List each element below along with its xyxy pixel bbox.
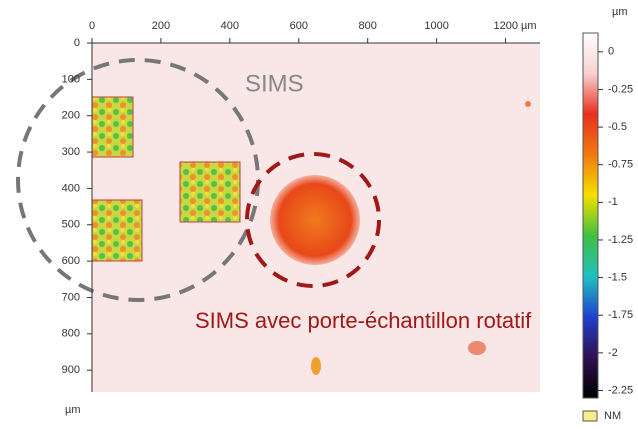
y-tick-label: 500	[62, 219, 80, 231]
x-tick-label: 0	[89, 20, 95, 32]
nm-swatch	[582, 410, 598, 422]
y-tick-label: 600	[62, 255, 80, 267]
axis-label: µm	[65, 404, 81, 416]
x-tick-label: 800	[359, 20, 377, 32]
colorbar-tick-label: -1.25	[608, 234, 633, 246]
pad	[91, 199, 143, 262]
annotation: SIMS	[245, 70, 304, 97]
annotation: SIMS avec porte-échantillon rotatif	[195, 308, 532, 333]
colorbar-tick-label: -2	[608, 347, 618, 359]
crater	[270, 175, 360, 265]
colorbar-tick-label: -1.75	[608, 309, 633, 321]
x-tick-label: 400	[221, 20, 239, 32]
x-tick-label: 600	[290, 20, 308, 32]
y-tick-label: 0	[74, 37, 80, 49]
y-tick-label: 800	[62, 328, 80, 340]
spot	[525, 101, 531, 107]
spot	[468, 341, 486, 355]
y-tick-label: 300	[62, 146, 80, 158]
colorbar	[582, 32, 599, 399]
colorbar-tick-label: 0	[608, 46, 614, 58]
colorbar-tick-label: -1	[608, 196, 618, 208]
colorbar-tick-label: -0.75	[608, 159, 633, 171]
colorbar-unit: µm	[612, 6, 628, 18]
y-tick-label: 100	[62, 73, 80, 85]
sims-circle	[16, 58, 260, 302]
spot	[311, 357, 321, 375]
y-tick-label: 700	[62, 291, 80, 303]
y-tick-label: 400	[62, 182, 80, 194]
rotating-sims-circle	[245, 152, 381, 288]
pad	[179, 161, 241, 223]
nm-label: NM	[604, 410, 621, 422]
colorbar-tick-label: -0.5	[608, 121, 627, 133]
x-tick-label: 1200 µm	[494, 20, 537, 32]
x-tick-label: 200	[152, 20, 170, 32]
colorbar-tick-label: -1.5	[608, 271, 627, 283]
y-tick-label: 900	[62, 364, 80, 376]
y-tick-label: 200	[62, 110, 80, 122]
x-tick-label: 1000	[424, 20, 448, 32]
colorbar-tick-label: -2.25	[608, 384, 633, 396]
pad	[91, 96, 134, 158]
colorbar-tick-label: -0.25	[608, 83, 633, 95]
